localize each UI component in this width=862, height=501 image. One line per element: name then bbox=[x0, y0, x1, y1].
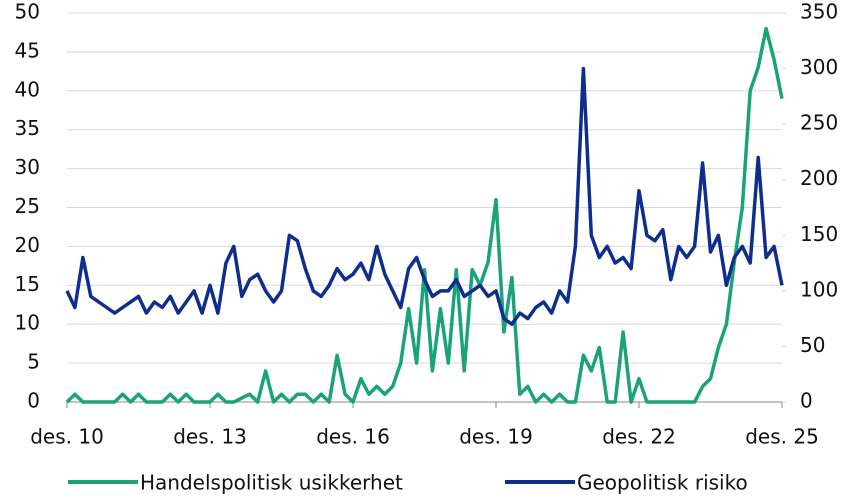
legend-label: Handelspolitisk usikkerhet bbox=[140, 471, 403, 495]
y-tick-label: 25 bbox=[15, 194, 40, 218]
y-tick-label: 45 bbox=[15, 38, 40, 62]
y2-tick-label: 200 bbox=[800, 166, 838, 190]
x-tick-label: des. 13 bbox=[173, 425, 247, 449]
y2-tick-label: 350 bbox=[800, 0, 838, 24]
y-tick-label: 5 bbox=[27, 350, 40, 374]
y-tick-label: 15 bbox=[15, 272, 40, 296]
x-tick-label: des. 19 bbox=[459, 425, 533, 449]
y2-tick-label: 100 bbox=[800, 277, 838, 301]
y-tick-label: 10 bbox=[15, 311, 40, 335]
y-tick-label: 35 bbox=[15, 116, 40, 140]
y-tick-label: 50 bbox=[15, 0, 40, 24]
y2-tick-label: 50 bbox=[800, 333, 825, 357]
legend-label: Geopolitisk risiko bbox=[577, 471, 748, 495]
series-line bbox=[65, 26, 784, 404]
y2-tick-label: 150 bbox=[800, 222, 838, 246]
y-tick-label: 30 bbox=[15, 155, 40, 179]
x-tick-label: des. 25 bbox=[745, 425, 819, 449]
series-line bbox=[65, 66, 784, 326]
y-tick-label: 40 bbox=[15, 77, 40, 101]
x-tick-label: des. 22 bbox=[602, 425, 676, 449]
x-tick-label: des. 16 bbox=[316, 425, 390, 449]
y2-tick-label: 300 bbox=[800, 55, 838, 79]
y-tick-label: 0 bbox=[27, 389, 40, 413]
y2-tick-label: 250 bbox=[800, 111, 838, 135]
y-tick-label: 20 bbox=[15, 233, 40, 257]
y2-tick-label: 0 bbox=[800, 389, 813, 413]
x-tick-label: des. 10 bbox=[30, 425, 104, 449]
